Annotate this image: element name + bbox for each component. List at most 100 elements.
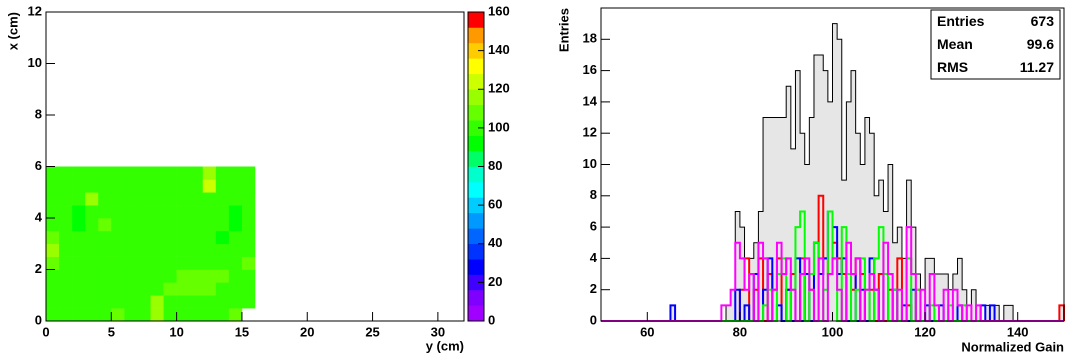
heat-cell bbox=[163, 192, 177, 206]
heat-cell bbox=[124, 282, 138, 296]
heat-cell bbox=[111, 179, 125, 193]
color-band bbox=[468, 197, 484, 214]
heat-cell bbox=[111, 218, 125, 232]
heat-cell bbox=[202, 295, 217, 309]
heat-cell bbox=[59, 218, 73, 232]
heat-cell bbox=[176, 308, 190, 322]
color-band bbox=[468, 58, 484, 75]
heat-cell bbox=[202, 179, 217, 193]
heat-cell bbox=[137, 256, 151, 270]
heat-cell bbox=[163, 282, 177, 296]
z-tick-label: 60 bbox=[488, 197, 502, 212]
x-tick-label: 15 bbox=[235, 324, 249, 339]
heat-cell bbox=[137, 308, 151, 322]
z-tick-label: 140 bbox=[488, 42, 510, 57]
heat-cell bbox=[137, 230, 151, 245]
heat-cell bbox=[189, 243, 204, 257]
frame bbox=[600, 7, 1065, 322]
heat-cell bbox=[85, 256, 99, 270]
heat-cell bbox=[85, 230, 99, 245]
heat-cell bbox=[72, 166, 86, 180]
color-band bbox=[468, 212, 484, 229]
heat-cell bbox=[124, 243, 138, 257]
heat-cell bbox=[124, 256, 138, 270]
y-tick-label: 18 bbox=[583, 31, 597, 46]
heat-cell bbox=[202, 243, 217, 257]
heat-cell bbox=[150, 282, 164, 296]
heat-cell bbox=[228, 282, 243, 296]
heat-cell bbox=[124, 295, 138, 309]
heat-cell bbox=[228, 205, 243, 219]
heat-cell bbox=[163, 230, 177, 245]
heat-cell bbox=[215, 230, 230, 245]
heat-cell bbox=[72, 218, 86, 232]
heat-cell bbox=[46, 230, 60, 245]
color-band bbox=[468, 305, 484, 322]
heat-cell bbox=[85, 243, 99, 257]
heat-cell bbox=[124, 308, 138, 322]
x-tick-label: 60 bbox=[640, 324, 654, 339]
heat-cell bbox=[59, 269, 73, 283]
color-band bbox=[468, 135, 484, 152]
heat-cell bbox=[189, 166, 204, 180]
stats-value: 11.27 bbox=[1020, 59, 1054, 75]
heat-cell bbox=[202, 166, 217, 180]
color-band bbox=[468, 259, 484, 275]
heat-cell bbox=[46, 269, 60, 283]
z-tick-label: 160 bbox=[488, 3, 510, 18]
heat-cell bbox=[72, 243, 86, 257]
heat-cell bbox=[163, 256, 177, 270]
y-tick-label: 14 bbox=[583, 93, 598, 108]
x-tick-label: 30 bbox=[431, 324, 445, 339]
heat-cell bbox=[46, 308, 60, 322]
left-y-title: x (cm) bbox=[5, 12, 20, 50]
heat-cell bbox=[98, 256, 112, 270]
heat-cell bbox=[150, 179, 164, 193]
frame bbox=[45, 11, 465, 322]
heat-cell bbox=[202, 192, 217, 206]
heat-cell bbox=[150, 243, 164, 257]
heat-cell bbox=[189, 205, 204, 219]
y-tick-label: 12 bbox=[28, 3, 42, 18]
heat-cell bbox=[124, 166, 138, 180]
heat-cell bbox=[98, 295, 112, 309]
heat-cell bbox=[59, 179, 73, 193]
heat-cell bbox=[163, 218, 177, 232]
heat-cell bbox=[111, 269, 125, 283]
heat-cell bbox=[98, 269, 112, 283]
heat-cell bbox=[59, 256, 73, 270]
heat-cell bbox=[241, 166, 256, 180]
heat-cell bbox=[189, 230, 204, 245]
heat-cell bbox=[137, 282, 151, 296]
heat-cell bbox=[111, 192, 125, 206]
heat-cell bbox=[163, 295, 177, 309]
heat-cell bbox=[137, 243, 151, 257]
heat-cell bbox=[46, 166, 60, 180]
x-tick-label: 25 bbox=[365, 324, 379, 339]
heat-cell bbox=[176, 295, 190, 309]
heat-cell bbox=[111, 282, 125, 296]
heat-cell bbox=[150, 230, 164, 245]
stats-value: 99.6 bbox=[1027, 36, 1054, 52]
heat-cell bbox=[215, 218, 230, 232]
z-tick-label: 100 bbox=[488, 119, 510, 134]
heat-cell bbox=[72, 282, 86, 296]
heat-cell bbox=[98, 205, 112, 219]
x-tick-label: 5 bbox=[108, 324, 115, 339]
heat-cell bbox=[150, 269, 164, 283]
x-tick-label: 10 bbox=[169, 324, 183, 339]
x-tick-label: 120 bbox=[914, 324, 936, 339]
heat-cell bbox=[137, 179, 151, 193]
heat-cell bbox=[202, 308, 217, 322]
heat-cell bbox=[176, 205, 190, 219]
heat-cell bbox=[85, 179, 99, 193]
stats-box bbox=[930, 9, 1061, 80]
heat-cell bbox=[150, 256, 164, 270]
heat-cell bbox=[137, 166, 151, 180]
heat-cell bbox=[111, 230, 125, 245]
heat-cell bbox=[202, 256, 217, 270]
heat-cell bbox=[189, 295, 204, 309]
heat-cell bbox=[72, 192, 86, 206]
color-bar-frame bbox=[467, 11, 485, 322]
y-tick-label: 0 bbox=[35, 312, 42, 327]
